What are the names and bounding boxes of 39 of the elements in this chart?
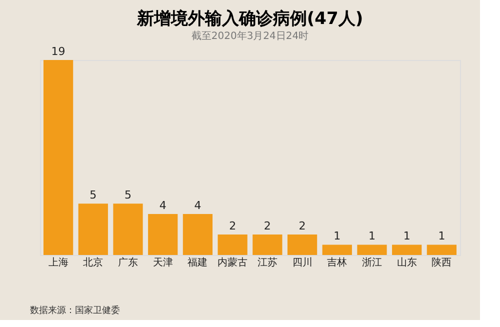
bar bbox=[252, 234, 282, 255]
data-label: 4 bbox=[194, 198, 202, 212]
x-tick-label: 吉林 bbox=[327, 256, 348, 268]
x-tick-label: 山东 bbox=[396, 256, 417, 268]
bar bbox=[218, 234, 248, 255]
x-tick-label: 福建 bbox=[188, 256, 208, 268]
bar bbox=[182, 214, 213, 255]
data-label: 1 bbox=[438, 230, 446, 243]
x-tick-label: 内蒙古 bbox=[218, 256, 248, 268]
data-label: 2 bbox=[264, 219, 271, 232]
chart-title: 新增境外输入确诊病例(47人) bbox=[136, 9, 364, 29]
x-tick-label: 北京 bbox=[83, 256, 104, 268]
data-label: 1 bbox=[368, 230, 376, 243]
bar bbox=[426, 244, 457, 255]
bar bbox=[43, 60, 74, 255]
bar bbox=[78, 204, 108, 255]
bar bbox=[392, 244, 422, 255]
x-tick-label: 上海 bbox=[48, 256, 68, 268]
x-tick-label: 广东 bbox=[118, 256, 138, 268]
bar bbox=[322, 244, 352, 255]
bar bbox=[357, 244, 387, 255]
chart-subtitle: 截至2020年3月24日24时 bbox=[191, 30, 309, 42]
data-label: 2 bbox=[298, 219, 306, 232]
bar bbox=[113, 204, 143, 255]
bar bbox=[148, 214, 178, 255]
data-label: 2 bbox=[229, 219, 236, 232]
data-label: 1 bbox=[403, 230, 410, 243]
x-tick-label: 陕西 bbox=[432, 256, 452, 268]
source-note: 数据来源：国家卫健委 bbox=[30, 305, 120, 316]
data-label: 5 bbox=[90, 188, 97, 202]
x-tick-label: 浙江 bbox=[362, 256, 382, 268]
x-tick-label: 四川 bbox=[292, 256, 312, 268]
data-label: 4 bbox=[159, 198, 166, 212]
data-label: 1 bbox=[334, 230, 341, 243]
x-tick-label: 天津 bbox=[152, 256, 173, 268]
data-label: 5 bbox=[124, 188, 132, 202]
data-label: 19 bbox=[51, 45, 66, 58]
x-tick-label: 江苏 bbox=[257, 256, 278, 268]
bar bbox=[287, 234, 318, 255]
